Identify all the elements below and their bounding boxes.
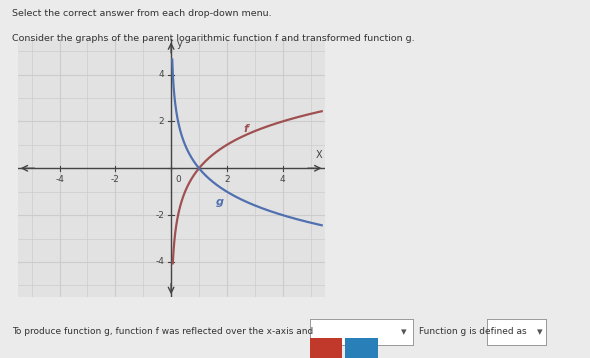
Text: X: X bbox=[316, 150, 322, 160]
Text: -2: -2 bbox=[155, 211, 164, 219]
Text: g: g bbox=[216, 197, 224, 207]
Text: -4: -4 bbox=[55, 175, 64, 184]
Text: y: y bbox=[176, 39, 182, 49]
Text: To produce function g, function f was reflected over the x-axis and: To produce function g, function f was re… bbox=[12, 326, 313, 336]
Text: 0: 0 bbox=[175, 175, 181, 184]
Text: ▾: ▾ bbox=[536, 327, 542, 337]
Text: 4: 4 bbox=[280, 175, 286, 184]
Text: ▾: ▾ bbox=[401, 327, 407, 337]
Text: Consider the graphs of the parent logarithmic function f and transformed functio: Consider the graphs of the parent logari… bbox=[12, 34, 414, 43]
Text: 2: 2 bbox=[159, 117, 164, 126]
Text: -2: -2 bbox=[111, 175, 120, 184]
Text: 2: 2 bbox=[224, 175, 230, 184]
Text: Select the correct answer from each drop-down menu.: Select the correct answer from each drop… bbox=[12, 9, 271, 18]
Text: -4: -4 bbox=[155, 257, 164, 266]
Text: 4: 4 bbox=[159, 70, 164, 79]
Text: f: f bbox=[244, 124, 248, 134]
Text: Function g is defined as: Function g is defined as bbox=[419, 326, 526, 336]
